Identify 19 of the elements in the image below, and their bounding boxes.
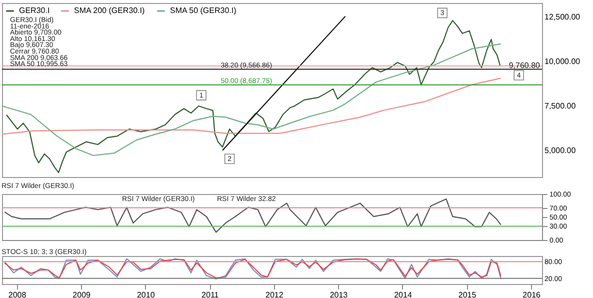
x-tick-label: 2008 <box>8 290 27 298</box>
legend-label: SMA 200 (GER30.I) <box>74 6 146 15</box>
line-series <box>1 78 502 135</box>
y-tick-label: 10,000.00 <box>544 57 581 66</box>
y-tick-label: 12,500.00 <box>544 12 581 22</box>
x-tick-label: 2010 <box>136 290 156 298</box>
x-tick-label: 2016 <box>522 290 542 298</box>
x-tick-label: 2012 <box>266 290 284 298</box>
x-tick-label: 2013 <box>330 290 348 298</box>
x-tick-label: 2014 <box>394 290 412 298</box>
y-tick-label: 7,500.00 <box>544 101 576 110</box>
ref-line-label: 9,760.80 <box>508 60 541 70</box>
x-tick-label: 2015 <box>458 290 477 298</box>
legend-label: SMA 50 (GER30.I) <box>170 6 237 15</box>
legend-label: GER30.I <box>19 6 50 15</box>
x-tick-label: 2011 <box>202 290 220 298</box>
y-tick-label: 5,000.00 <box>544 146 576 155</box>
line-series <box>1 43 502 156</box>
x-tick-label: 2009 <box>72 290 92 298</box>
